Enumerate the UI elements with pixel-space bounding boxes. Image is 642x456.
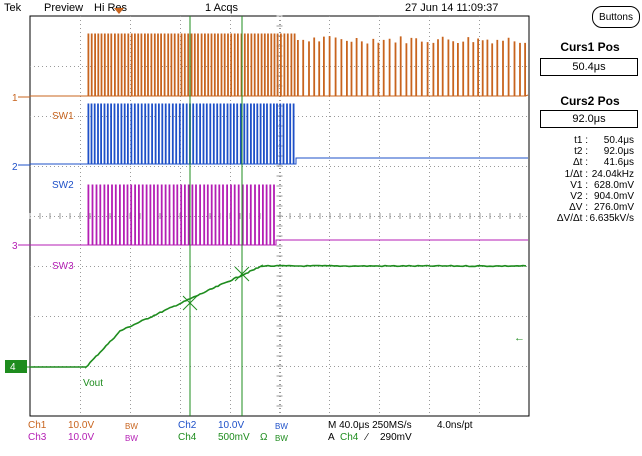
readout-label: t2 :	[574, 146, 588, 158]
ch1-label: Ch1	[28, 420, 47, 431]
trigger-channel: Ch4	[340, 432, 359, 443]
buttons-button[interactable]: Buttons	[592, 6, 640, 28]
readout-label: ΔV :	[569, 202, 588, 214]
ch4-ground-marker: 4	[10, 362, 16, 373]
preview-label: Preview	[44, 2, 84, 14]
readout-row: ΔV : 276.0mV	[538, 202, 638, 213]
readout-row: V2 : 904.0mV	[538, 191, 638, 202]
sw1-label: SW1	[52, 111, 74, 122]
ch2-ground-marker: 2	[12, 162, 18, 173]
ch2-scale: 10.0V	[218, 420, 245, 431]
cursor-2-crosshair	[234, 266, 250, 282]
ch1-ground-marker: 1	[12, 93, 18, 104]
readout-row: t1 : 50.4μs	[538, 135, 638, 146]
ch4-label: Ch4	[178, 432, 197, 443]
trigger-source-prefix: A	[328, 432, 335, 443]
readout-value: 6.635kV/s	[589, 213, 634, 225]
readout-row: ΔV/Δt :6.635kV/s	[538, 213, 638, 224]
ch4-scale: 500mV	[218, 432, 250, 443]
date-time: 27 Jun 14 11:09:37	[405, 2, 499, 14]
sw2-label: SW2	[52, 180, 74, 191]
readout-label: t1 :	[574, 135, 588, 146]
readout-label: Δt :	[572, 157, 588, 169]
acquisition-count: 1 Acqs	[205, 2, 239, 14]
cursor-readout: t1 :50.4μs t2 :92.0μs Δt :41.6μs 1/Δt :24.0…	[538, 135, 638, 225]
ch2-trace	[30, 103, 528, 165]
ch1-scale: 10.0V	[68, 420, 95, 431]
ch3-trace	[30, 184, 528, 246]
readout-label: ΔV/Δt :	[556, 213, 588, 225]
timebase-readout: M 40.0μs 250MS/s	[328, 420, 412, 431]
readout-label: V1 :	[570, 179, 588, 191]
readout-label: V2 :	[570, 190, 588, 202]
ch4-trace	[30, 264, 527, 369]
ch3-ground-marker: 3	[12, 241, 18, 252]
vout-label: Vout	[83, 378, 103, 389]
readout-value: 50.4μs	[603, 135, 634, 146]
ch3-bandwidth: BW	[125, 434, 138, 443]
ch4-ground-badge	[5, 360, 27, 373]
trigger-position-icon	[114, 8, 124, 14]
curs1-position-field[interactable]: 50.4μs	[540, 58, 638, 76]
trigger-slope-icon: ∕	[366, 432, 368, 443]
ch3-scale: 10.0V	[68, 432, 95, 443]
readout-value: 92.0μs	[603, 146, 634, 158]
ch4-impedance-icon: Ω	[260, 432, 268, 443]
ch3-label: Ch3	[28, 432, 47, 443]
readout-value: 628.0mV	[593, 179, 634, 191]
curs1-title: Curs1 Pos	[560, 40, 620, 54]
readout-value: 24.04kHz	[591, 168, 634, 180]
ch4-bandwidth: BW	[275, 434, 288, 443]
curs2-position-field[interactable]: 92.0μs	[540, 110, 638, 128]
curs2-title: Curs2 Pos	[560, 94, 620, 108]
ch1-bandwidth: BW	[125, 422, 138, 431]
readout-value: 276.0mV	[593, 202, 634, 214]
readout-row: Δt : 41.6μs	[538, 157, 638, 168]
status-bar: Tek Preview Hi Res 1 Acqs 27 Jun 14 11:0…	[0, 0, 642, 16]
ch2-label: Ch2	[178, 420, 197, 431]
readout-value: 41.6μs	[603, 157, 634, 169]
readout-row: t2 : 92.0μs	[538, 146, 638, 157]
brand-label: Tek	[4, 2, 22, 14]
readout-value: 904.0mV	[593, 190, 634, 202]
sw3-label: SW3	[52, 261, 74, 272]
readout-label: 1/Δt :	[564, 168, 588, 180]
readout-row: 1/Δt :24.04kHz	[538, 169, 638, 180]
cursor-1-crosshair	[182, 295, 198, 311]
readout-row: V1 : 628.0mV	[538, 180, 638, 191]
ch2-bandwidth: BW	[275, 422, 288, 431]
trigger-level: 290mV	[380, 432, 412, 443]
resolution-readout: 4.0ns/pt	[437, 420, 473, 431]
trigger-level-arrow-icon: ←	[514, 332, 525, 344]
ch1-trace	[30, 33, 529, 97]
channel-settings-bar: Ch1 10.0V BW Ch2 10.0V BW Ch3 10.0V BW C…	[0, 419, 642, 456]
